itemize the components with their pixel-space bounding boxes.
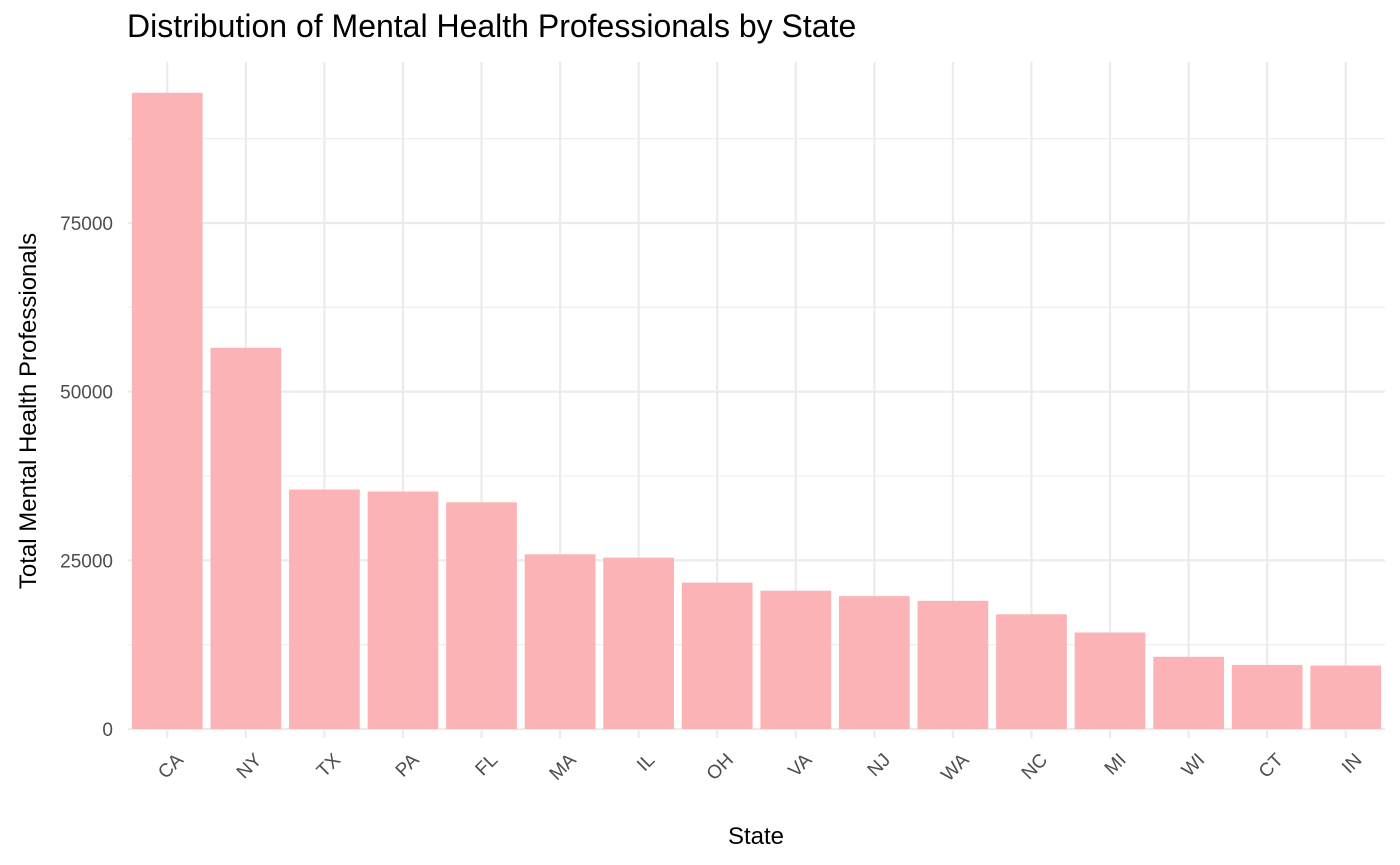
chart-title: Distribution of Mental Health Profession… <box>127 8 857 44</box>
x-tick-label: CA <box>154 750 188 784</box>
x-tick-label: WA <box>937 750 973 786</box>
y-axis-title: Total Mental Health Professionals <box>15 233 42 589</box>
y-tick-label: 25000 <box>60 551 113 572</box>
x-tick-label: PA <box>392 750 424 782</box>
x-tick-label: VA <box>785 750 817 782</box>
x-axis-title: State <box>728 823 784 850</box>
bar-wa <box>917 600 989 729</box>
x-tick-label: CT <box>1255 749 1288 782</box>
bar-wi <box>1153 656 1224 729</box>
bar-va <box>760 590 832 729</box>
x-tick-label: NY <box>233 750 267 784</box>
x-tick-label: OH <box>703 750 738 785</box>
bar-ca <box>131 92 203 730</box>
y-axis-ticks: 0 25000 50000 75000 <box>60 214 113 741</box>
bar-tx <box>289 489 360 729</box>
bar-in <box>1310 665 1382 729</box>
y-tick-label: 0 <box>102 720 113 741</box>
bar-mi <box>1074 632 1146 729</box>
bar-nc <box>996 614 1067 729</box>
bar-fl <box>446 502 517 729</box>
x-tick-label: WI <box>1178 750 1209 781</box>
x-tick-label: IL <box>633 750 659 776</box>
bar-il <box>603 557 675 729</box>
x-tick-label: NJ <box>864 750 895 781</box>
x-tick-label: IN <box>1338 750 1366 778</box>
x-tick-label: MI <box>1101 750 1131 780</box>
y-tick-label: 75000 <box>60 214 113 235</box>
x-tick-label: FL <box>472 750 503 781</box>
bars <box>131 92 1382 730</box>
x-tick-label: MA <box>546 750 581 785</box>
x-axis-ticks: CA NY TX PA FL MA IL OH VA NJ WA NC MI WI CT IN <box>154 749 1366 785</box>
x-tick-label: NC <box>1018 750 1052 784</box>
bar-pa <box>367 491 439 729</box>
bar-ma <box>524 554 596 729</box>
bar-oh <box>681 582 753 729</box>
bar-nj <box>838 596 910 729</box>
x-tick-label: TX <box>313 750 345 782</box>
bar-ct <box>1231 664 1303 729</box>
y-tick-label: 50000 <box>60 383 113 404</box>
bar-ny <box>210 347 282 729</box>
